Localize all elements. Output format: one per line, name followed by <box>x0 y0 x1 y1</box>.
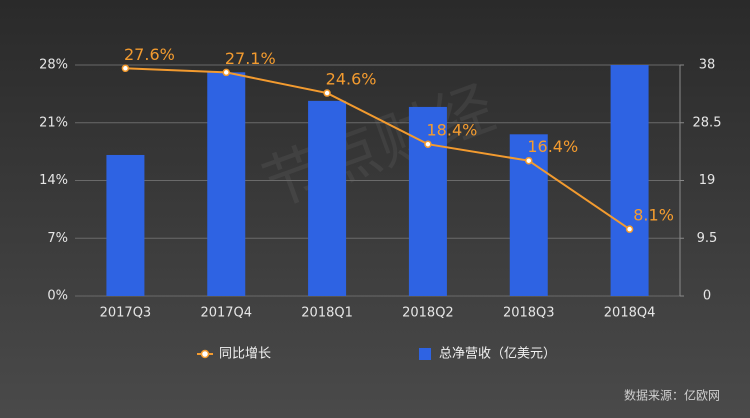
x-tick-label: 2018Q1 <box>301 306 353 321</box>
x-tick-label: 2018Q3 <box>503 306 555 321</box>
y-tick-label: 28% <box>39 58 68 73</box>
point <box>323 89 331 97</box>
data-label: 27.6% <box>124 45 175 64</box>
legend-label: 同比增长 <box>219 347 271 362</box>
data-label: 16.4% <box>527 137 578 156</box>
legend-label: 总净营收（亿美元） <box>439 347 556 362</box>
y-tick-label: 0% <box>47 289 68 304</box>
y-tick-label: 21% <box>39 115 68 130</box>
y2-tick-label: 19 <box>699 173 716 188</box>
bar <box>106 154 145 296</box>
x-tick-label: 2018Q2 <box>402 306 454 321</box>
point <box>121 64 130 73</box>
bar <box>308 100 347 297</box>
point <box>222 68 230 77</box>
bar <box>610 65 649 296</box>
source-note: 数据来源：亿欧网 <box>624 388 720 403</box>
y2-tick-label: 38 <box>699 58 716 73</box>
line <box>125 67 631 231</box>
data-label: 8.1% <box>633 206 674 225</box>
data-label: 18.4% <box>427 121 478 140</box>
y2-tick-label: 9.5 <box>697 231 718 246</box>
point <box>625 225 634 233</box>
x-tick-label: 2017Q3 <box>100 306 152 321</box>
data-label: 27.1% <box>225 49 276 68</box>
bar <box>207 72 246 296</box>
legend-swatch <box>200 349 210 359</box>
x-tick-label: 2017Q4 <box>200 306 252 321</box>
y-tick-label: 14% <box>39 173 68 188</box>
legend-swatch <box>419 348 431 360</box>
y2-tick-label: 28.5 <box>693 115 722 130</box>
point <box>424 140 432 148</box>
y2-tick-label: 0 <box>703 289 711 304</box>
y-tick-label: 7% <box>47 231 68 246</box>
data-label: 24.6% <box>326 70 377 89</box>
point <box>525 156 533 165</box>
x-tick-label: 2018Q4 <box>604 306 656 321</box>
